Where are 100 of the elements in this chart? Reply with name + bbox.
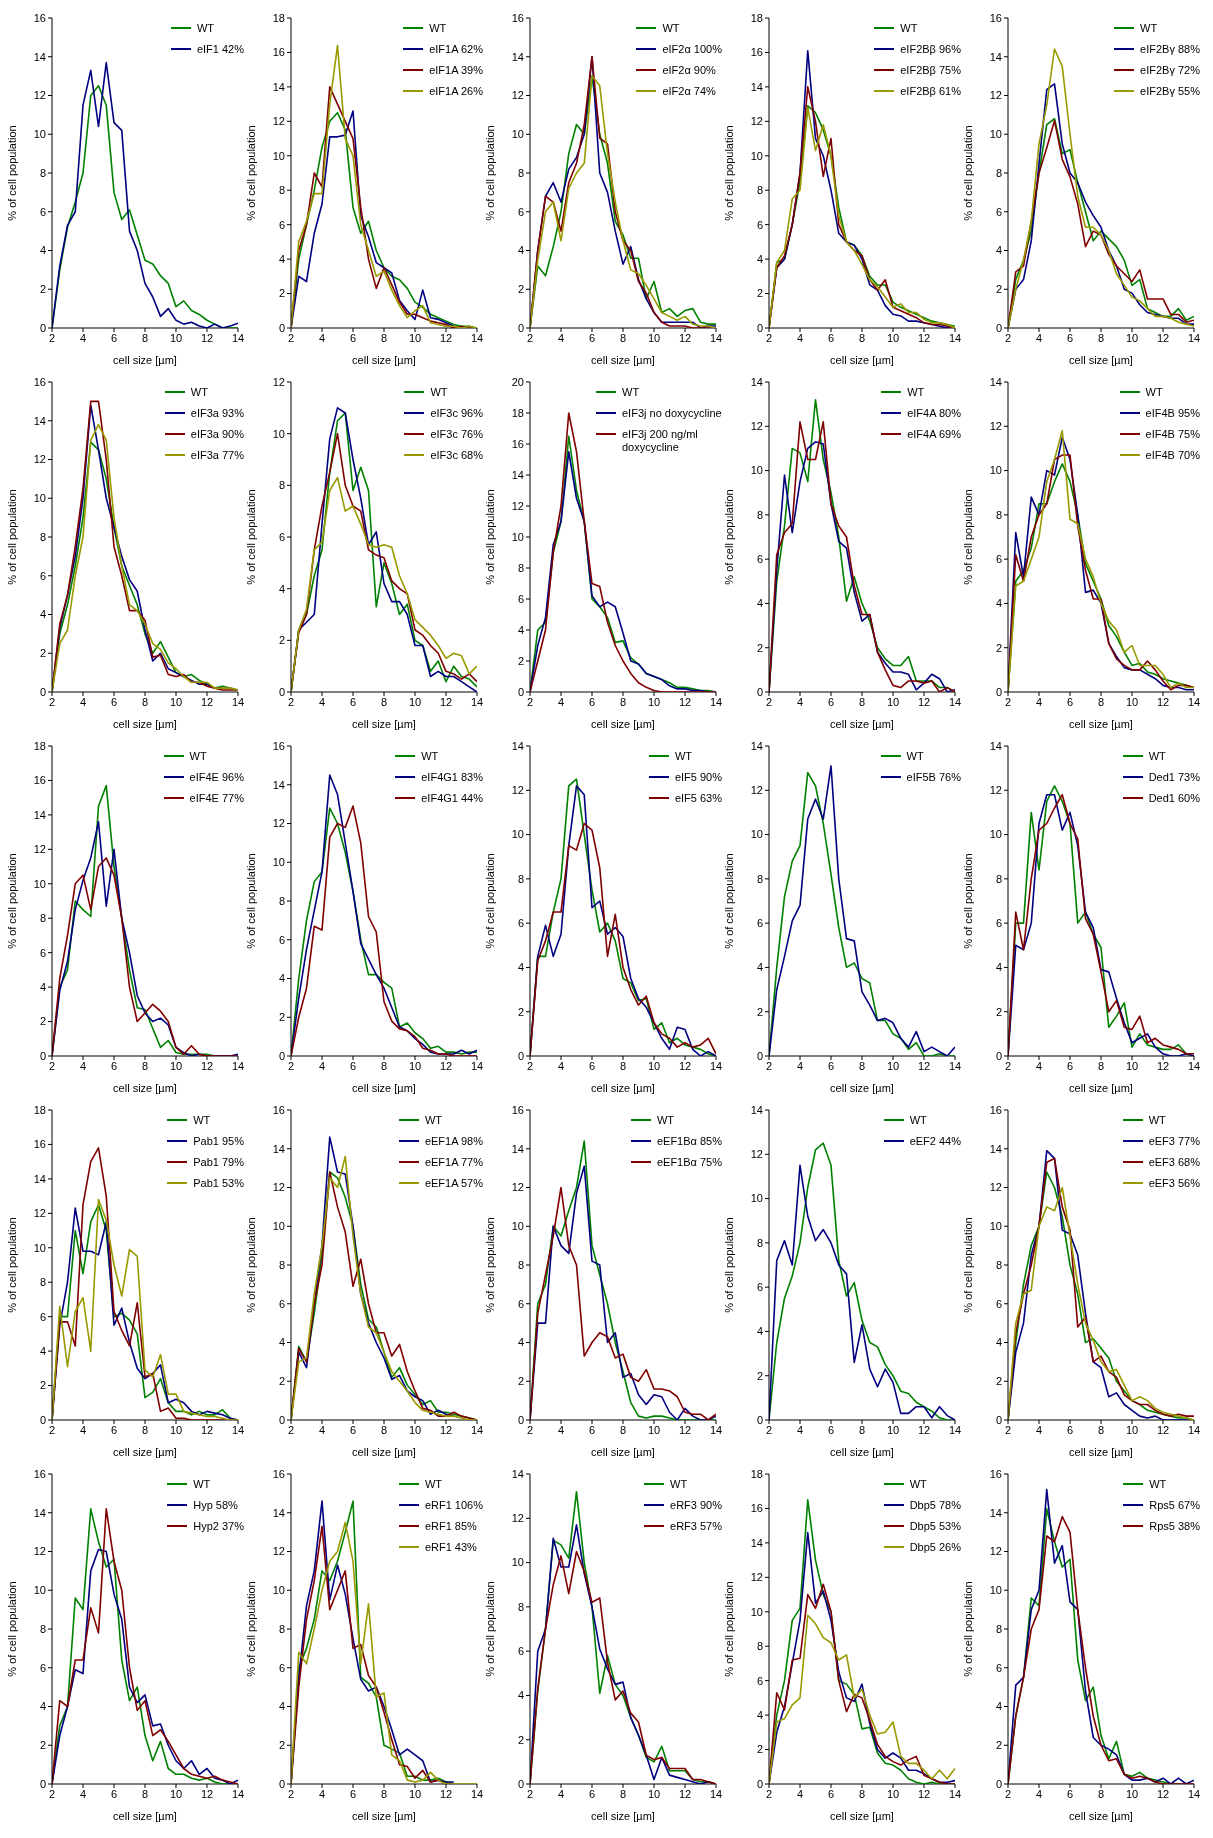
y-tick-label: 4: [756, 253, 763, 266]
x-tick-label: 2: [526, 1423, 534, 1436]
y-tick-label: 0: [756, 685, 763, 698]
legend-label: WT: [1149, 1478, 1167, 1491]
x-tick-label: 10: [408, 1059, 422, 1072]
legend-label: eIF2α 90%: [662, 64, 716, 77]
y-tick-label: 2: [278, 1375, 285, 1388]
x-tick-label: 12: [1156, 331, 1170, 344]
x-tick-label: 14: [709, 331, 723, 344]
legend-label: eEF1A 98%: [424, 1135, 483, 1148]
y-tick-label: 0: [995, 1049, 1002, 1062]
y-tick-label: 4: [756, 1325, 763, 1338]
x-axis-title: cell size [µm]: [352, 718, 416, 730]
legend-label: eIF1A 26%: [429, 85, 483, 98]
y-tick-label: 14: [511, 1467, 524, 1480]
x-tick-label: 14: [1187, 331, 1201, 344]
y-tick-label: 12: [750, 1571, 763, 1584]
y-tick-label: 14: [750, 80, 763, 93]
x-tick-label: 2: [287, 1423, 295, 1436]
y-tick-label: 2: [39, 1379, 46, 1392]
y-tick-label: 4: [278, 1700, 285, 1713]
x-tick-label: 12: [678, 331, 692, 344]
x-tick-label: 10: [886, 1059, 900, 1072]
x-tick-label: 4: [318, 695, 326, 708]
x-tick-label: 4: [557, 1423, 565, 1436]
y-tick-label: 14: [511, 50, 524, 63]
x-tick-label: 8: [141, 1059, 149, 1072]
y-tick-label: 6: [995, 553, 1002, 566]
x-tick-label: 8: [619, 1787, 627, 1800]
x-tick-label: 12: [678, 1059, 692, 1072]
legend-label: WT: [670, 1478, 688, 1491]
y-tick-label: 8: [39, 1622, 46, 1635]
y-tick-label: 14: [33, 414, 46, 427]
y-tick-label: 6: [756, 553, 763, 566]
y-tick-label: 2: [517, 1733, 524, 1746]
x-tick-label: 4: [796, 1787, 804, 1800]
legend-label: WT: [656, 1114, 675, 1127]
x-tick-label: 10: [169, 1059, 183, 1072]
y-tick-label: 14: [989, 50, 1002, 63]
legend-label: WT: [1145, 386, 1163, 399]
x-tick-label: 8: [380, 1059, 388, 1072]
y-axis-title: % of cell population: [5, 1217, 18, 1313]
y-tick-label: 2: [39, 283, 46, 296]
x-tick-label: 14: [231, 1059, 245, 1072]
legend-label: WT: [909, 1478, 927, 1491]
legend-label: Dbp5 78%: [909, 1499, 961, 1512]
y-tick-label: 0: [39, 1777, 46, 1790]
y-axis-title: % of cell population: [5, 1581, 18, 1677]
legend-label: eIF2Bβ 75%: [900, 64, 961, 77]
x-tick-label: 14: [948, 1787, 962, 1800]
x-tick-label: 14: [1187, 1787, 1201, 1800]
y-axis-title: % of cell population: [961, 125, 974, 221]
x-tick-label: 6: [1066, 695, 1074, 708]
x-tick-label: 6: [349, 695, 357, 708]
y-tick-label: 0: [995, 321, 1002, 334]
x-tick-label: 2: [765, 695, 773, 708]
x-axis-title: cell size [µm]: [830, 354, 894, 366]
y-tick-label: 2: [278, 1011, 285, 1024]
y-tick-label: 0: [517, 1777, 524, 1790]
x-tick-label: 12: [200, 695, 214, 708]
x-axis-title: cell size [µm]: [1069, 718, 1133, 730]
x-tick-label: 6: [827, 695, 835, 708]
y-axis-title: % of cell population: [244, 1581, 257, 1677]
legend-label: eEF3 56%: [1148, 1177, 1200, 1190]
legend-label: eIF2Bγ 88%: [1140, 43, 1200, 56]
legend-label: eEF1A 77%: [424, 1156, 483, 1169]
y-tick-label: 10: [989, 464, 1002, 477]
y-tick-label: 8: [517, 1258, 524, 1271]
x-tick-label: 4: [1035, 1059, 1043, 1072]
x-tick-label: 4: [557, 695, 565, 708]
x-tick-label: 4: [1035, 1423, 1043, 1436]
y-tick-label: 18: [511, 406, 524, 419]
legend-label: eEF1A 57%: [424, 1177, 483, 1190]
y-tick-label: 10: [33, 1241, 46, 1254]
y-tick-label: 10: [750, 464, 763, 477]
x-tick-label: 10: [886, 1423, 900, 1436]
y-tick-label: 0: [756, 1049, 763, 1062]
x-tick-label: 4: [796, 331, 804, 344]
legend-label: eRF3 90%: [670, 1499, 722, 1512]
x-axis-title: cell size [µm]: [113, 1446, 177, 1458]
x-tick-label: 6: [110, 1787, 118, 1800]
x-tick-label: 10: [169, 695, 183, 708]
y-tick-label: 14: [989, 375, 1002, 388]
y-tick-label: 0: [517, 685, 524, 698]
y-tick-label: 12: [511, 499, 524, 512]
y-tick-label: 2: [756, 287, 763, 300]
y-tick-label: 16: [33, 11, 46, 24]
x-tick-label: 12: [439, 695, 453, 708]
y-tick-label: 16: [750, 1502, 763, 1515]
x-tick-label: 12: [439, 1059, 453, 1072]
y-tick-label: 8: [995, 872, 1002, 885]
y-tick-label: 0: [517, 1413, 524, 1426]
y-tick-label: 14: [33, 50, 46, 63]
x-tick-label: 6: [827, 1059, 835, 1072]
y-tick-label: 10: [33, 492, 46, 505]
x-tick-label: 8: [619, 695, 627, 708]
x-tick-label: 10: [647, 695, 661, 708]
y-tick-label: 12: [989, 784, 1002, 797]
x-tick-label: 10: [169, 1787, 183, 1800]
y-axis-title: % of cell population: [722, 489, 735, 585]
